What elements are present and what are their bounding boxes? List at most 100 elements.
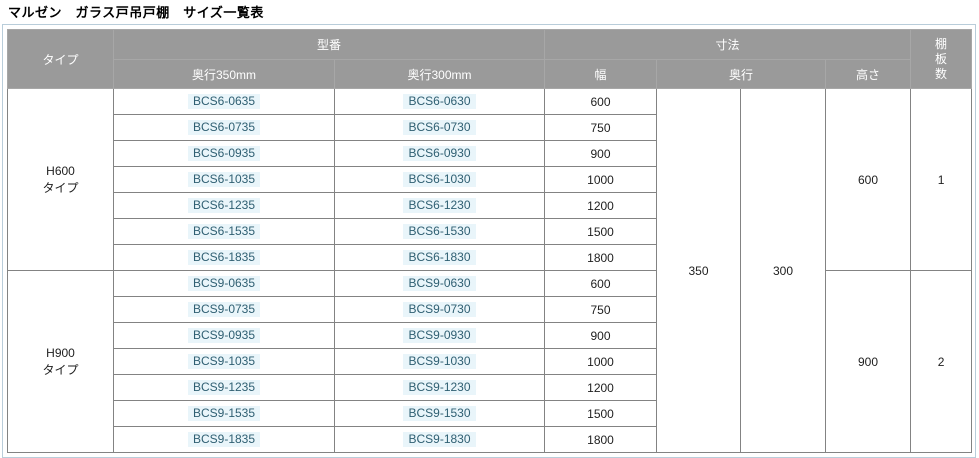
- model-cell-350: BCS9-1235: [113, 374, 335, 401]
- model-cell-350: BCS9-0735: [113, 296, 335, 323]
- height-cell: 900: [825, 270, 912, 453]
- height-cell: 600: [825, 88, 912, 271]
- table-wrapper: タイプ 型番 寸法 棚 板 数 奥行350mm 奥行300mm 幅 奥行 高さ …: [2, 24, 976, 458]
- table-row: BCS6-1835 BCS6-1830 1800: [8, 244, 972, 271]
- model-cell-350: BCS6-1035: [113, 166, 335, 193]
- model-cell-300: BCS6-1230: [333, 192, 546, 219]
- model-cell-350: BCS9-1835: [113, 426, 335, 453]
- width-cell: 600: [544, 270, 658, 297]
- header-shelf-count: 棚 板 数: [910, 29, 973, 89]
- model-link[interactable]: BCS6-1530: [403, 224, 476, 239]
- width-cell: 600: [544, 88, 658, 115]
- model-link[interactable]: BCS6-1035: [187, 172, 261, 187]
- table-row: H600 タイプ BCS6-0635 BCS6-0630 600 350 300 600 1: [7, 88, 973, 453]
- model-link[interactable]: BCS9-0635: [187, 276, 261, 291]
- header-width: 幅: [544, 59, 658, 89]
- table-row: BCS9-0935 BCS9-0930 900: [8, 322, 972, 349]
- model-cell-300: BCS9-1830: [333, 426, 546, 453]
- model-cell-300: BCS6-1530: [333, 218, 546, 245]
- model-cell-300: BCS6-0930: [333, 140, 546, 167]
- model-link[interactable]: BCS6-1235: [187, 198, 261, 213]
- model-cell-350: BCS9-0635: [113, 270, 335, 297]
- model-link[interactable]: BCS6-0735: [187, 120, 261, 135]
- model-link[interactable]: BCS9-1830: [403, 432, 476, 447]
- model-cell-350: BCS9-1035: [113, 348, 335, 375]
- page-title: マルゼン ガラス戸吊戸棚 サイズ一覧表: [8, 5, 264, 20]
- model-link[interactable]: BCS6-0935: [187, 146, 261, 161]
- header-model-depth-350: 奥行350mm: [113, 59, 335, 89]
- model-link[interactable]: BCS6-1230: [403, 198, 476, 213]
- table-row: BCS9-1035 BCS9-1030 1000: [8, 348, 972, 375]
- model-cell-300: BCS9-0730: [333, 296, 546, 323]
- model-link[interactable]: BCS9-1535: [187, 406, 261, 421]
- model-link[interactable]: BCS9-0735: [187, 302, 261, 317]
- table-row: BCS6-0735 BCS6-0730 750: [8, 114, 972, 141]
- header-depth: 奥行: [656, 59, 827, 89]
- model-cell-300: BCS6-0730: [333, 114, 546, 141]
- model-link[interactable]: BCS6-1535: [187, 224, 261, 239]
- type-cell: H600 タイプ: [7, 88, 114, 271]
- header-model-depth-300: 奥行300mm: [333, 59, 546, 89]
- size-table: タイプ 型番 寸法 棚 板 数 奥行350mm 奥行300mm 幅 奥行 高さ …: [7, 29, 973, 453]
- model-cell-300: BCS6-0630: [333, 88, 546, 115]
- table-row: H900 タイプ BCS9-0635 BCS9-0630 600 900 2: [7, 270, 973, 453]
- width-cell: 900: [544, 140, 658, 167]
- model-cell-300: BCS9-1230: [333, 374, 546, 401]
- header-type: タイプ: [7, 29, 114, 89]
- model-cell-300: BCS6-1030: [333, 166, 546, 193]
- model-link[interactable]: BCS6-0630: [403, 94, 476, 109]
- model-link[interactable]: BCS6-0730: [403, 120, 476, 135]
- model-cell-350: BCS6-0935: [113, 140, 335, 167]
- table-row: BCS6-1535 BCS6-1530 1500: [8, 218, 972, 245]
- model-cell-300: BCS9-0930: [333, 322, 546, 349]
- model-cell-300: BCS6-1830: [333, 244, 546, 271]
- model-cell-300: BCS9-1030: [333, 348, 546, 375]
- table-row: BCS6-1035 BCS6-1030 1000: [8, 166, 972, 193]
- model-link[interactable]: BCS9-0630: [403, 276, 476, 291]
- width-cell: 1500: [544, 218, 658, 245]
- model-cell-350: BCS6-1235: [113, 192, 335, 219]
- width-cell: 1500: [544, 400, 658, 427]
- model-link[interactable]: BCS9-1230: [403, 380, 476, 395]
- model-cell-350: BCS6-1535: [113, 218, 335, 245]
- shelf-count-cell: 2: [910, 270, 973, 453]
- width-cell: 1000: [544, 166, 658, 193]
- model-link[interactable]: BCS9-1530: [403, 406, 476, 421]
- depth-350-cell: 350: [656, 88, 742, 453]
- size-table-body: H600 タイプ BCS6-0635 BCS6-0630 600 350 300 600 1 B…: [7, 88, 973, 453]
- width-cell: 900: [544, 322, 658, 349]
- width-cell: 1200: [544, 192, 658, 219]
- header-dimensions: 寸法: [544, 29, 912, 60]
- table-row: BCS9-0735 BCS9-0730 750: [8, 296, 972, 323]
- model-link[interactable]: BCS6-1030: [403, 172, 476, 187]
- model-link[interactable]: BCS6-0930: [403, 146, 476, 161]
- model-link[interactable]: BCS9-0730: [403, 302, 476, 317]
- model-link[interactable]: BCS6-1830: [403, 250, 476, 265]
- model-link[interactable]: BCS9-0935: [187, 328, 261, 343]
- model-cell-350: BCS6-0635: [113, 88, 335, 115]
- model-link[interactable]: BCS9-1035: [187, 354, 261, 369]
- model-link[interactable]: BCS9-0930: [403, 328, 476, 343]
- type-cell: H900 タイプ: [7, 270, 114, 453]
- width-cell: 1800: [544, 244, 658, 271]
- depth-300-cell: 300: [740, 88, 827, 453]
- header-model: 型番: [112, 29, 546, 60]
- model-cell-350: BCS9-0935: [113, 322, 335, 349]
- model-link[interactable]: BCS9-1235: [187, 380, 261, 395]
- width-cell: 750: [544, 296, 658, 323]
- model-cell-350: BCS6-1835: [113, 244, 335, 271]
- model-link[interactable]: BCS6-1835: [187, 250, 261, 265]
- width-cell: 1800: [544, 426, 658, 453]
- model-cell-300: BCS9-1530: [333, 400, 546, 427]
- width-cell: 750: [544, 114, 658, 141]
- header-height: 高さ: [825, 59, 912, 89]
- model-cell-350: BCS6-0735: [113, 114, 335, 141]
- model-cell-300: BCS9-0630: [333, 270, 546, 297]
- shelf-count-cell: 1: [910, 88, 973, 271]
- width-cell: 1000: [544, 348, 658, 375]
- model-link[interactable]: BCS9-1030: [403, 354, 476, 369]
- model-link[interactable]: BCS6-0635: [187, 94, 261, 109]
- width-cell: 1200: [544, 374, 658, 401]
- model-link[interactable]: BCS9-1835: [187, 432, 261, 447]
